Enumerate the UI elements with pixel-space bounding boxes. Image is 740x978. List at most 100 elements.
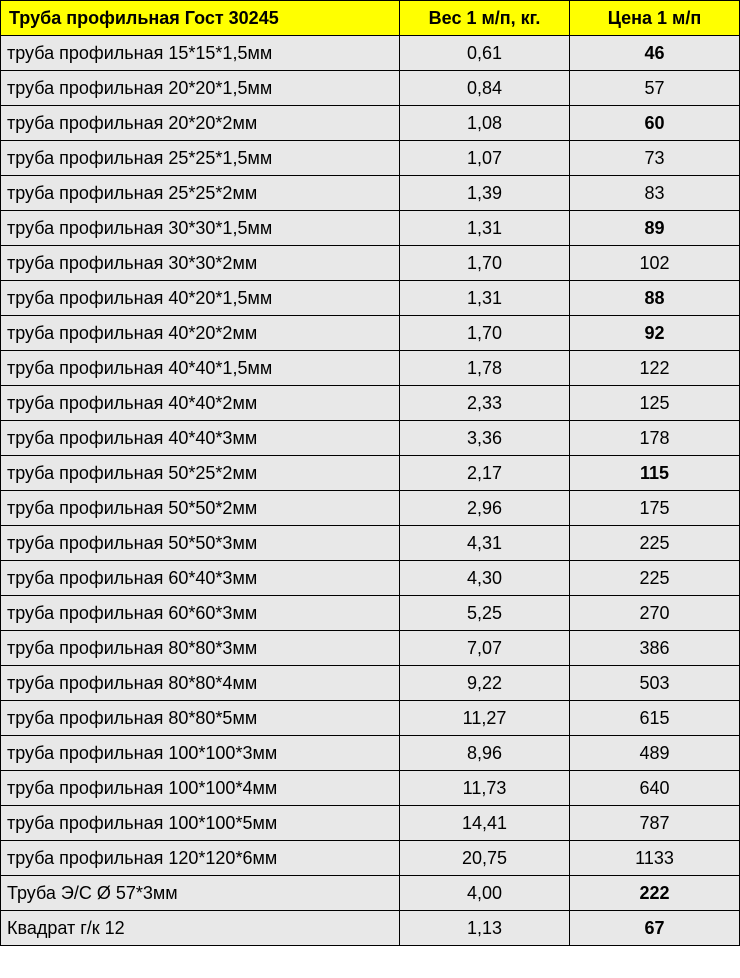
cell-name: Квадрат г/к 12 xyxy=(1,911,400,946)
cell-weight: 1,39 xyxy=(400,176,570,211)
cell-name: труба профильная 100*100*3мм xyxy=(1,736,400,771)
cell-price: 225 xyxy=(570,526,740,561)
cell-price: 89 xyxy=(570,211,740,246)
table-row: труба профильная 40*40*1,5мм1,78122 xyxy=(1,351,740,386)
cell-price: 67 xyxy=(570,911,740,946)
table-row: труба профильная 40*40*3мм3,36178 xyxy=(1,421,740,456)
cell-price: 115 xyxy=(570,456,740,491)
price-table: Труба профильная Гост 30245 Вес 1 м/п, к… xyxy=(0,0,740,946)
cell-price: 489 xyxy=(570,736,740,771)
cell-name: труба профильная 15*15*1,5мм xyxy=(1,36,400,71)
cell-price: 225 xyxy=(570,561,740,596)
cell-name: труба профильная 100*100*4мм xyxy=(1,771,400,806)
table-row: труба профильная 25*25*1,5мм1,0773 xyxy=(1,141,740,176)
cell-price: 1133 xyxy=(570,841,740,876)
cell-weight: 2,33 xyxy=(400,386,570,421)
cell-name: труба профильная 60*60*3мм xyxy=(1,596,400,631)
cell-weight: 1,31 xyxy=(400,281,570,316)
header-weight: Вес 1 м/п, кг. xyxy=(400,1,570,36)
table-row: труба профильная 40*20*1,5мм1,3188 xyxy=(1,281,740,316)
table-row: труба профильная 80*80*5мм11,27615 xyxy=(1,701,740,736)
cell-weight: 1,08 xyxy=(400,106,570,141)
cell-price: 88 xyxy=(570,281,740,316)
cell-price: 92 xyxy=(570,316,740,351)
table-row: Квадрат г/к 121,1367 xyxy=(1,911,740,946)
cell-weight: 4,00 xyxy=(400,876,570,911)
table-row: труба профильная 80*80*3мм7,07386 xyxy=(1,631,740,666)
cell-weight: 14,41 xyxy=(400,806,570,841)
cell-name: труба профильная 60*40*3мм xyxy=(1,561,400,596)
table-body: труба профильная 15*15*1,5мм0,6146труба … xyxy=(1,36,740,946)
cell-name: труба профильная 80*80*5мм xyxy=(1,701,400,736)
cell-name: труба профильная 40*40*1,5мм xyxy=(1,351,400,386)
cell-weight: 7,07 xyxy=(400,631,570,666)
cell-name: труба профильная 80*80*3мм xyxy=(1,631,400,666)
cell-price: 270 xyxy=(570,596,740,631)
table-row: труба профильная 60*40*3мм4,30225 xyxy=(1,561,740,596)
cell-name: труба профильная 80*80*4мм xyxy=(1,666,400,701)
header-name: Труба профильная Гост 30245 xyxy=(1,1,400,36)
table-row: труба профильная 50*50*3мм4,31225 xyxy=(1,526,740,561)
cell-weight: 1,70 xyxy=(400,316,570,351)
table-row: труба профильная 50*25*2мм2,17115 xyxy=(1,456,740,491)
table-row: труба профильная 50*50*2мм2,96175 xyxy=(1,491,740,526)
cell-price: 102 xyxy=(570,246,740,281)
cell-name: труба профильная 30*30*1,5мм xyxy=(1,211,400,246)
table-row: труба профильная 40*40*2мм2,33125 xyxy=(1,386,740,421)
cell-name: труба профильная 40*20*2мм xyxy=(1,316,400,351)
table-row: труба профильная 100*100*5мм14,41787 xyxy=(1,806,740,841)
cell-price: 73 xyxy=(570,141,740,176)
cell-name: труба профильная 25*25*1,5мм xyxy=(1,141,400,176)
cell-name: труба профильная 50*50*3мм xyxy=(1,526,400,561)
cell-price: 503 xyxy=(570,666,740,701)
cell-weight: 2,17 xyxy=(400,456,570,491)
table-row: труба профильная 20*20*1,5мм0,8457 xyxy=(1,71,740,106)
cell-name: Труба Э/С Ø 57*3мм xyxy=(1,876,400,911)
cell-price: 386 xyxy=(570,631,740,666)
table-row: труба профильная 100*100*4мм11,73640 xyxy=(1,771,740,806)
cell-name: труба профильная 25*25*2мм xyxy=(1,176,400,211)
cell-price: 46 xyxy=(570,36,740,71)
table-row: труба профильная 30*30*2мм1,70102 xyxy=(1,246,740,281)
cell-weight: 1,78 xyxy=(400,351,570,386)
cell-weight: 8,96 xyxy=(400,736,570,771)
cell-price: 175 xyxy=(570,491,740,526)
cell-name: труба профильная 40*20*1,5мм xyxy=(1,281,400,316)
cell-price: 222 xyxy=(570,876,740,911)
table-row: труба профильная 25*25*2мм1,3983 xyxy=(1,176,740,211)
cell-weight: 0,84 xyxy=(400,71,570,106)
cell-price: 60 xyxy=(570,106,740,141)
cell-price: 122 xyxy=(570,351,740,386)
cell-price: 640 xyxy=(570,771,740,806)
cell-weight: 0,61 xyxy=(400,36,570,71)
cell-name: труба профильная 30*30*2мм xyxy=(1,246,400,281)
table-row: труба профильная 120*120*6мм20,751133 xyxy=(1,841,740,876)
cell-weight: 9,22 xyxy=(400,666,570,701)
cell-name: труба профильная 20*20*2мм xyxy=(1,106,400,141)
table-row: Труба Э/С Ø 57*3мм4,00222 xyxy=(1,876,740,911)
cell-price: 83 xyxy=(570,176,740,211)
table-row: труба профильная 60*60*3мм5,25270 xyxy=(1,596,740,631)
cell-price: 178 xyxy=(570,421,740,456)
cell-weight: 1,31 xyxy=(400,211,570,246)
cell-name: труба профильная 50*50*2мм xyxy=(1,491,400,526)
cell-weight: 11,73 xyxy=(400,771,570,806)
cell-weight: 4,30 xyxy=(400,561,570,596)
table-row: труба профильная 40*20*2мм1,7092 xyxy=(1,316,740,351)
table-row: труба профильная 30*30*1,5мм1,3189 xyxy=(1,211,740,246)
cell-weight: 5,25 xyxy=(400,596,570,631)
cell-weight: 1,13 xyxy=(400,911,570,946)
cell-weight: 1,07 xyxy=(400,141,570,176)
cell-name: труба профильная 50*25*2мм xyxy=(1,456,400,491)
table-header: Труба профильная Гост 30245 Вес 1 м/п, к… xyxy=(1,1,740,36)
cell-weight: 1,70 xyxy=(400,246,570,281)
cell-price: 615 xyxy=(570,701,740,736)
cell-price: 787 xyxy=(570,806,740,841)
cell-name: труба профильная 120*120*6мм xyxy=(1,841,400,876)
cell-name: труба профильная 100*100*5мм xyxy=(1,806,400,841)
table-row: труба профильная 80*80*4мм9,22503 xyxy=(1,666,740,701)
cell-weight: 20,75 xyxy=(400,841,570,876)
cell-name: труба профильная 20*20*1,5мм xyxy=(1,71,400,106)
cell-price: 125 xyxy=(570,386,740,421)
cell-weight: 3,36 xyxy=(400,421,570,456)
